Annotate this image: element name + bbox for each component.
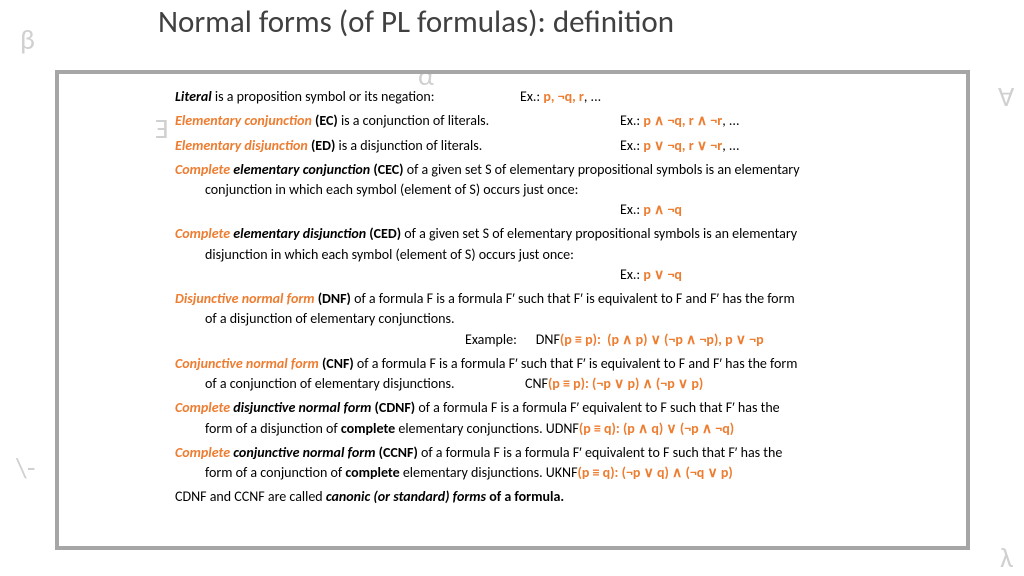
ex-label: Ex.:: [620, 201, 643, 218]
ex-formula: (p ≡ p): (p ∧ p) ∨ (¬p ∧ ¬p), p ∨ ¬p: [560, 331, 764, 348]
ex-formula: p, ¬q, r: [543, 88, 584, 105]
ex-formula: p ∨ ¬q: [643, 266, 682, 283]
def1-ccnf: of a formula F is a formula F′ equivalen…: [421, 444, 782, 461]
ex-ec: Ex.: p ∧ ¬q, r ∧ ¬r, ...: [620, 111, 739, 131]
def2-cdnf-row: form of a disjunction of complete elemen…: [205, 419, 955, 439]
def2-post: elementary conjunctions. UDNF: [395, 420, 579, 437]
term-pre-cec: Complete: [175, 161, 230, 178]
term-dnf: Disjunctive normal form: [175, 290, 315, 307]
entry-ccnf: Complete conjunctive normal form (CCNF) …: [175, 443, 955, 484]
entry-cnf: Conjunctive normal form (CNF) of a formu…: [175, 354, 955, 395]
abbr-ed: (ED): [308, 137, 339, 154]
def1-cec: of a given set S of elementary propositi…: [407, 161, 800, 178]
ex-dnf: Example: DNF(p ≡ p): (p ∧ p) ∨ (¬p ∧ ¬p)…: [465, 330, 764, 350]
abbr-cec: (CEC): [370, 161, 407, 178]
ex-label: Ex.:: [620, 112, 643, 129]
def2-dnf: of a disjunction of elementary conjuncti…: [205, 309, 955, 329]
term-ccnf: conjunctive normal form: [230, 444, 375, 461]
deco-A: A: [998, 80, 1014, 115]
term-cnf: Conjunctive normal form: [175, 355, 319, 372]
abbr-ccnf: (CCNF): [375, 444, 421, 461]
ex-ed: Ex.: p ∨ ¬q, r ∨ ¬r, ...: [620, 136, 739, 156]
deco-beta: β: [20, 22, 35, 57]
ex-formula: (p ≡ q): (¬p ∨ q) ∧ (¬q ∨ p): [578, 464, 733, 481]
entry-ed: Elementary disjunction (ED) is a disjunc…: [175, 136, 955, 156]
deco-lambda: λ: [1000, 540, 1013, 575]
term-ced: elementary disjunction: [230, 225, 366, 242]
entry-literal: Literal is a proposition symbol or its n…: [175, 87, 955, 107]
def2-ced: disjunction in which each symbol (elemen…: [205, 245, 955, 265]
ex-label: CNF: [525, 375, 548, 392]
entry-cec: Complete elementary conjunction (CEC) of…: [175, 160, 955, 221]
def1-cdnf: of a formula F is a formula F′ equivalen…: [418, 399, 779, 416]
def-ed: is a disjunction of literals.: [339, 137, 483, 154]
ex-cnf: CNF(p ≡ p): (¬p ∨ p) ∧ (¬p ∨ p): [525, 374, 703, 394]
ex-suffix: , ...: [584, 88, 601, 105]
def2-b: complete: [345, 464, 399, 481]
deco-slash: \-: [16, 450, 35, 485]
ex-formula: (p ≡ p): (¬p ∨ p) ∧ (¬p ∨ p): [548, 375, 703, 392]
ex-formula: (p ≡ q): (p ∧ q) ∨ (¬p ∧ ¬q): [579, 420, 734, 437]
ex-label: Ex.:: [620, 266, 643, 283]
canonic-post: of a formula.: [486, 488, 564, 505]
entry-dnf: Disjunctive normal form (DNF) of a formu…: [175, 289, 955, 350]
term-ec: Elementary conjunction: [175, 112, 312, 129]
ex-label: Ex.:: [620, 137, 643, 154]
entry-ced: Complete elementary disjunction (CED) of…: [175, 224, 955, 285]
canonic-pre: CDNF and CCNF are called: [175, 488, 326, 505]
ex-literal: Ex.: p, ¬q, r, ...: [520, 87, 601, 107]
ex-suffix: , ...: [722, 137, 739, 154]
def2-b: complete: [341, 420, 395, 437]
ex-label: Ex.:: [520, 88, 543, 105]
abbr-cnf: (CNF): [319, 355, 357, 372]
term-literal: Literal: [175, 88, 212, 105]
def1-cnf: of a formula F is a formula F′ such that…: [357, 355, 798, 372]
title-text: Normal forms (of PL formulas): definitio…: [158, 3, 674, 41]
def2-pre: form of a conjunction of: [205, 464, 345, 481]
slide-content: Literal is a proposition symbol or its n…: [175, 87, 955, 512]
def2-cnf-row: of a conjunction of elementary disjuncti…: [205, 374, 955, 394]
ex-suffix: , ...: [722, 112, 739, 129]
term-pre-ced: Complete: [175, 225, 230, 242]
entry-cdnf: Complete disjunctive normal form (CDNF) …: [175, 398, 955, 439]
def-ec: is a conjunction of literals.: [341, 112, 489, 129]
ex-cec: Ex.: p ∧ ¬q: [620, 200, 682, 220]
def1-dnf: of a formula F is a formula F′ such that…: [354, 290, 795, 307]
def2-cec: conjunction in which each symbol (elemen…: [205, 180, 955, 200]
term-ed: Elementary disjunction: [175, 137, 308, 154]
ex-formula: p ∨ ¬q, r ∨ ¬r: [643, 137, 722, 154]
slide-title: Normal forms (of PL formulas): definitio…: [158, 6, 674, 38]
def1-ced: of a given set S of elementary propositi…: [404, 225, 797, 242]
def2-pre: form of a disjunction of: [205, 420, 341, 437]
term-cdnf: disjunctive normal form: [230, 399, 371, 416]
def2-cnf: of a conjunction of elementary disjuncti…: [205, 375, 455, 392]
abbr-ec: (EC): [312, 112, 341, 129]
term-pre-cdnf: Complete: [175, 399, 230, 416]
ex-label: Example: DNF: [465, 331, 560, 348]
def2-post: elementary disjunctions. UKNF: [400, 464, 578, 481]
abbr-ced: (CED): [366, 225, 404, 242]
def2-ccnf-row: form of a conjunction of complete elemen…: [205, 463, 955, 483]
ex-formula: p ∧ ¬q, r ∧ ¬r: [643, 112, 722, 129]
ex-ced: Ex.: p ∨ ¬q: [620, 265, 682, 285]
abbr-cdnf: (CDNF): [371, 399, 418, 416]
entry-ec: Elementary conjunction (EC) is a conjunc…: [175, 111, 955, 131]
canonic-term: canonic (or standard) forms: [326, 488, 486, 505]
def-literal: is a proposition symbol or its negation:: [212, 88, 435, 105]
term-pre-ccnf: Complete: [175, 444, 230, 461]
term-cec: elementary conjunction: [230, 161, 370, 178]
ex-formula: p ∧ ¬q: [643, 201, 682, 218]
abbr-dnf: (DNF): [315, 290, 355, 307]
entry-canonic: CDNF and CCNF are called canonic (or sta…: [175, 487, 955, 507]
